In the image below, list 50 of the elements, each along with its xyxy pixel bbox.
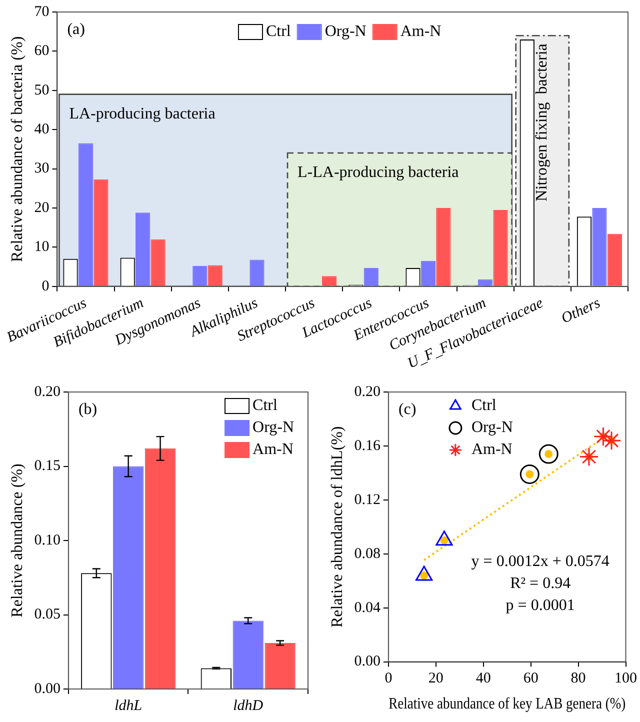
y-tick-label: 0.12 (354, 492, 380, 508)
y-tick-label: 0.05 (34, 606, 60, 623)
y-tick-label: 70 (34, 4, 50, 20)
y-tick-label: 50 (34, 82, 50, 98)
legend-label: Org-N (471, 419, 514, 436)
legend-label: Am-N (252, 441, 294, 458)
x-tick-label: 0 (384, 670, 392, 687)
y-tick-label: 30 (34, 160, 50, 177)
band-label: Nitrogen fixing bacteria (534, 44, 551, 202)
annotation: p = 0.0001 (506, 597, 575, 614)
annotation: R² = 0.94 (510, 575, 571, 592)
x-axis-title: Relative abundance of key LAB genera (%) (388, 696, 626, 713)
x-tick-label: 60 (523, 670, 538, 687)
y-tick-label: 0.10 (34, 532, 60, 548)
legend-label: Ctrl (471, 397, 497, 414)
x-tick-label: ldhL (114, 698, 142, 714)
legend-label: Org-N (252, 419, 294, 436)
x-tick-label: 40 (476, 670, 491, 687)
y-axis-title: Relative abundance of ldhL(%) (328, 426, 346, 628)
x-tick-label: ldhD (233, 698, 264, 714)
annotation: (b) (78, 401, 98, 418)
x-tick-label: 100 (614, 670, 637, 687)
y-tick-label: 0.00 (354, 654, 380, 670)
x-tick-label: Others (559, 295, 603, 327)
band-label: L-LA-producing bacteria (298, 164, 459, 182)
y-tick-label: 0.00 (34, 680, 60, 697)
legend-label: Org-N (324, 23, 367, 40)
y-tick-label: 40 (34, 122, 50, 138)
y-tick-label: 0.20 (34, 384, 60, 400)
y-tick-label: 0 (42, 278, 50, 294)
legend-label: Ctrl (252, 397, 278, 414)
y-axis-title: Relative abundance of bacteria (%) (8, 36, 26, 262)
y-tick-label: 0.15 (34, 458, 60, 474)
annotation: (c) (398, 401, 416, 418)
legend-label: Am-N (471, 441, 513, 458)
x-tick-label: 20 (428, 670, 444, 687)
legend-label: Am-N (400, 23, 442, 40)
band-label: LA-producing bacteria (69, 106, 216, 123)
y-tick-label: 60 (34, 43, 50, 60)
y-tick-label: 0.20 (354, 384, 380, 400)
y-tick-label: 0.04 (354, 600, 381, 616)
annotation: (a) (67, 21, 85, 38)
y-tick-label: 0.08 (354, 546, 380, 562)
y-tick-label: 20 (34, 200, 50, 216)
legend-label: Ctrl (266, 23, 292, 40)
y-axis-title: Relative abundance (%) (8, 464, 26, 618)
annotation: y = 0.0012x + 0.0574 (471, 553, 610, 570)
y-tick-label: 0.16 (354, 438, 381, 454)
y-tick-label: 10 (34, 239, 50, 256)
x-tick-label: 80 (570, 670, 586, 687)
